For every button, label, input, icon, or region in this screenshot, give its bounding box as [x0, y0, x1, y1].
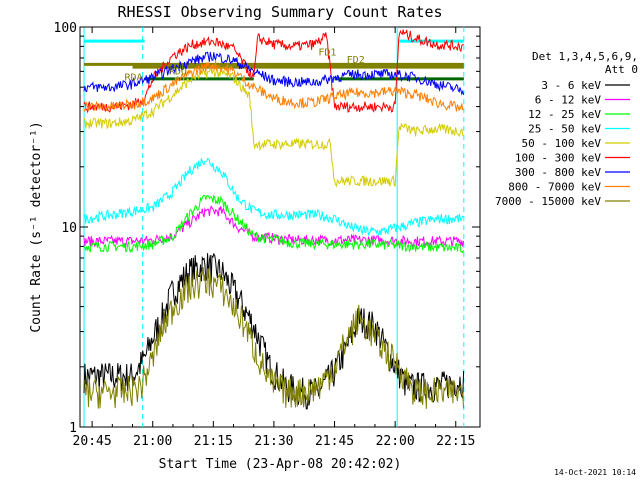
flag-label-2: RDO: [169, 66, 187, 77]
x-tick-label-4: 21:45: [315, 434, 354, 449]
legend-label-8: 7000 - 15000 keV: [495, 195, 601, 208]
series-line-8: [83, 267, 465, 409]
series-line-6: [83, 51, 465, 96]
x-tick-label-1: 21:00: [133, 434, 172, 449]
x-tick-label-3: 21:30: [254, 434, 293, 449]
legend-label-3: 25 - 50 keV: [528, 123, 601, 136]
x-tick-label-6: 22:15: [436, 434, 475, 449]
series-line-4: [83, 67, 464, 188]
legend-label-1: 6 - 12 keV: [535, 94, 602, 107]
y-tick-label-2: 100: [54, 21, 77, 36]
legend-label-7: 800 - 7000 keV: [508, 181, 601, 194]
legend-header-0: Det 1,3,4,5,6,9,: [532, 50, 638, 63]
legend-label-0: 3 - 6 keV: [541, 79, 601, 92]
flag-label-0: FD1: [318, 48, 336, 59]
chart-title: RHESSI Observing Summary Count Rates: [117, 3, 442, 21]
legend-label-2: 12 - 25 keV: [528, 108, 601, 121]
y-tick-label-1: 10: [61, 221, 77, 236]
series-line-2: [83, 193, 465, 254]
legend-label-4: 50 - 100 keV: [522, 137, 602, 150]
timestamp-footer: 14-Oct-2021 10:14: [554, 468, 636, 477]
y-tick-label-0: 1: [69, 421, 77, 436]
x-tick-label-2: 21:15: [194, 434, 233, 449]
y-axis-label: Count Rate (s⁻¹ detector⁻¹): [29, 121, 44, 332]
series-line-7: [83, 60, 464, 112]
flag-label-1: FD2: [347, 55, 365, 66]
x-tick-label-0: 20:45: [73, 434, 112, 449]
flag-label-3: RDA: [124, 73, 142, 84]
legend: Det 1,3,4,5,6,9,Att 0 3 - 6 keV 6 - 12 keV…: [495, 50, 638, 208]
series-line-5: [83, 29, 464, 114]
legend-header-1: Att 0: [605, 63, 638, 76]
legend-label-6: 300 - 800 keV: [515, 166, 601, 179]
x-axis-label: Start Time (23-Apr-08 20:42:02): [159, 457, 402, 472]
x-tick-label-5: 22:00: [376, 434, 415, 449]
series-line-3: [83, 157, 464, 237]
legend-label-5: 100 - 300 keV: [515, 152, 601, 165]
